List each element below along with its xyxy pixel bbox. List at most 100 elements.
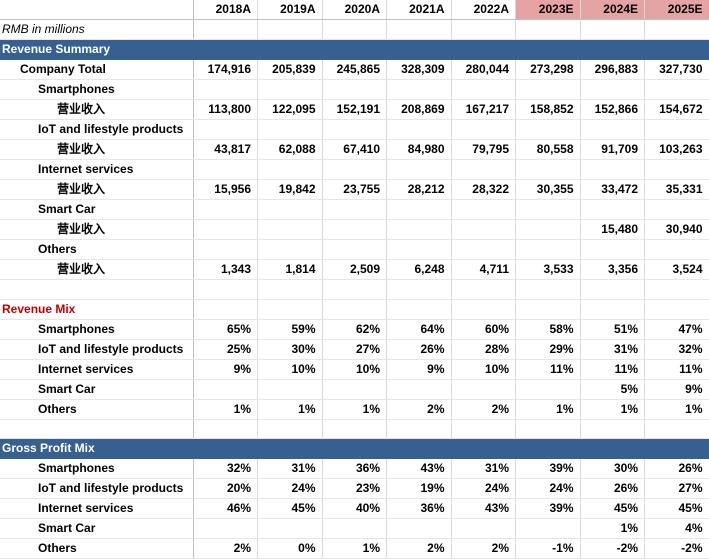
empty-cell[interactable] <box>645 20 709 40</box>
empty-cell[interactable] <box>516 280 581 300</box>
empty-cell[interactable] <box>645 80 709 100</box>
value-cell[interactable]: 1,343 <box>193 260 258 280</box>
value-cell[interactable] <box>322 519 387 539</box>
empty-cell[interactable] <box>451 439 516 459</box>
empty-cell[interactable] <box>516 20 581 40</box>
value-cell[interactable]: 296,883 <box>580 60 645 80</box>
value-cell[interactable] <box>193 379 258 399</box>
value-cell[interactable]: 167,217 <box>451 100 516 120</box>
value-cell[interactable]: 2% <box>193 539 258 559</box>
value-cell[interactable]: 3,533 <box>516 260 581 280</box>
empty-cell[interactable] <box>258 280 323 300</box>
empty-cell[interactable] <box>387 240 452 260</box>
empty-cell[interactable] <box>193 160 258 180</box>
empty-cell[interactable] <box>580 80 645 100</box>
empty-cell[interactable] <box>580 160 645 180</box>
empty-cell[interactable] <box>451 280 516 300</box>
value-cell[interactable]: 10% <box>258 359 323 379</box>
value-cell[interactable]: 1% <box>516 399 581 419</box>
empty-cell[interactable] <box>645 200 709 220</box>
value-cell[interactable]: 28,212 <box>387 180 452 200</box>
value-cell[interactable]: 60% <box>451 319 516 339</box>
value-cell[interactable]: 24% <box>451 479 516 499</box>
empty-cell[interactable] <box>322 20 387 40</box>
value-cell[interactable]: 23,755 <box>322 180 387 200</box>
empty-cell[interactable] <box>387 160 452 180</box>
value-cell[interactable]: 27% <box>322 339 387 359</box>
value-cell[interactable]: 31% <box>451 459 516 479</box>
value-cell[interactable]: 35,331 <box>645 180 709 200</box>
empty-cell[interactable] <box>193 120 258 140</box>
value-cell[interactable] <box>516 519 581 539</box>
value-cell[interactable] <box>387 519 452 539</box>
empty-cell[interactable] <box>516 439 581 459</box>
empty-cell[interactable] <box>193 299 258 319</box>
empty-cell[interactable] <box>451 120 516 140</box>
value-cell[interactable]: 62,088 <box>258 140 323 160</box>
value-cell[interactable] <box>387 379 452 399</box>
value-cell[interactable]: 40% <box>322 499 387 519</box>
value-cell[interactable]: 24% <box>258 479 323 499</box>
value-cell[interactable]: 152,866 <box>580 100 645 120</box>
empty-cell[interactable] <box>387 439 452 459</box>
empty-cell[interactable] <box>258 160 323 180</box>
value-cell[interactable]: 2% <box>387 539 452 559</box>
empty-cell[interactable] <box>387 120 452 140</box>
empty-cell[interactable] <box>451 240 516 260</box>
value-cell[interactable]: 19% <box>387 479 452 499</box>
value-cell[interactable]: 43% <box>451 499 516 519</box>
value-cell[interactable]: 59% <box>258 319 323 339</box>
empty-cell[interactable] <box>258 80 323 100</box>
value-cell[interactable]: 152,191 <box>322 100 387 120</box>
value-cell[interactable]: 84,980 <box>387 140 452 160</box>
empty-cell[interactable] <box>580 120 645 140</box>
empty-cell[interactable] <box>258 40 323 60</box>
value-cell[interactable]: 1% <box>258 399 323 419</box>
empty-cell[interactable] <box>580 280 645 300</box>
value-cell[interactable] <box>258 220 323 240</box>
empty-cell[interactable] <box>258 20 323 40</box>
value-cell[interactable]: 62% <box>322 319 387 339</box>
value-cell[interactable]: 15,480 <box>580 220 645 240</box>
empty-cell[interactable] <box>645 240 709 260</box>
empty-cell[interactable] <box>258 240 323 260</box>
value-cell[interactable]: 27% <box>645 479 709 499</box>
value-cell[interactable]: 5% <box>580 379 645 399</box>
empty-cell[interactable] <box>193 200 258 220</box>
value-cell[interactable]: 208,869 <box>387 100 452 120</box>
value-cell[interactable] <box>322 220 387 240</box>
value-cell[interactable]: 30,940 <box>645 220 709 240</box>
empty-cell[interactable] <box>387 200 452 220</box>
empty-cell[interactable] <box>516 240 581 260</box>
value-cell[interactable]: 33,472 <box>580 180 645 200</box>
value-cell[interactable]: 174,916 <box>193 60 258 80</box>
empty-cell[interactable] <box>645 160 709 180</box>
value-cell[interactable]: 45% <box>258 499 323 519</box>
value-cell[interactable]: 1% <box>322 399 387 419</box>
value-cell[interactable]: 30% <box>258 339 323 359</box>
value-cell[interactable]: 1,814 <box>258 260 323 280</box>
value-cell[interactable]: 15,956 <box>193 180 258 200</box>
value-cell[interactable]: 39% <box>516 459 581 479</box>
value-cell[interactable] <box>451 519 516 539</box>
empty-cell[interactable] <box>516 299 581 319</box>
value-cell[interactable]: 2% <box>451 539 516 559</box>
empty-cell[interactable] <box>645 280 709 300</box>
value-cell[interactable]: 30,355 <box>516 180 581 200</box>
empty-cell[interactable] <box>387 80 452 100</box>
empty-cell[interactable] <box>451 419 516 439</box>
empty-cell[interactable] <box>580 20 645 40</box>
value-cell[interactable]: 1% <box>580 399 645 419</box>
empty-cell[interactable] <box>258 299 323 319</box>
empty-cell[interactable] <box>193 240 258 260</box>
value-cell[interactable]: 11% <box>580 359 645 379</box>
value-cell[interactable]: 32% <box>193 459 258 479</box>
value-cell[interactable]: 26% <box>645 459 709 479</box>
empty-cell[interactable] <box>322 160 387 180</box>
empty-cell[interactable] <box>322 299 387 319</box>
value-cell[interactable]: 205,839 <box>258 60 323 80</box>
empty-cell[interactable] <box>645 40 709 60</box>
value-cell[interactable]: -2% <box>645 539 709 559</box>
value-cell[interactable] <box>193 220 258 240</box>
empty-cell[interactable] <box>580 200 645 220</box>
